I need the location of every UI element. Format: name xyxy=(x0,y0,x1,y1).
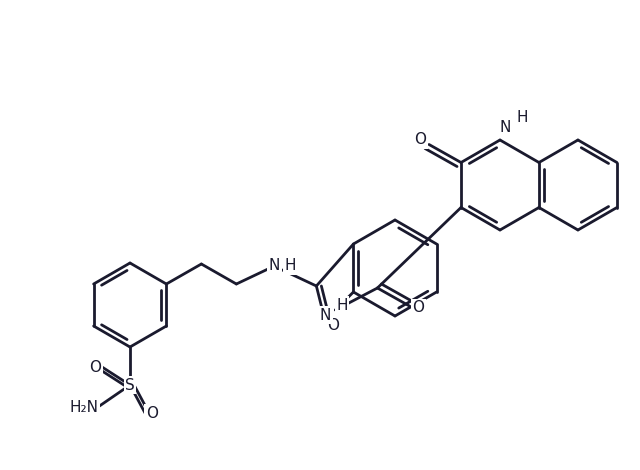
Text: O: O xyxy=(414,132,426,147)
Text: H: H xyxy=(284,258,296,274)
Text: N: N xyxy=(499,120,511,135)
Text: H₂N: H₂N xyxy=(70,400,99,415)
Text: H: H xyxy=(516,110,527,125)
Text: O: O xyxy=(412,300,424,315)
Text: O: O xyxy=(146,406,158,421)
Text: S: S xyxy=(125,377,135,392)
Text: H: H xyxy=(337,298,348,313)
Text: O: O xyxy=(328,319,339,334)
Text: N: N xyxy=(320,307,331,322)
Text: N: N xyxy=(269,258,280,274)
Text: O: O xyxy=(89,360,101,375)
